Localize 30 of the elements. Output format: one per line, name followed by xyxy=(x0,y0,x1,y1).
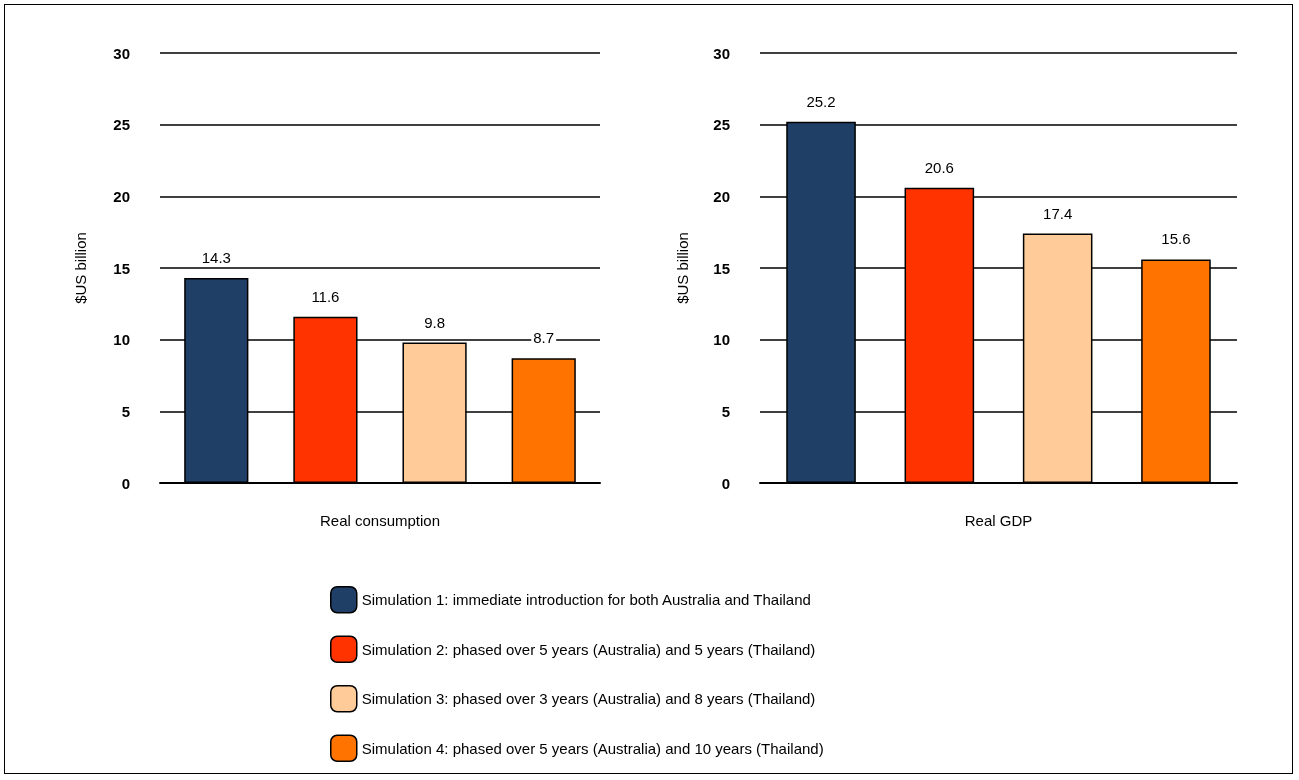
legend-label: Simulation 4: phased over 5 years (Australia) and 10 years (Thailand) xyxy=(361,739,824,757)
data-label: 14.3 xyxy=(201,249,231,267)
y-tick-label: 15 xyxy=(713,259,730,277)
legend-label: Simulation 3: phased over 3 years (Australia) and 8 years (Thailand) xyxy=(361,690,816,708)
x-tick-label: Real GDP xyxy=(964,512,1033,529)
legend-label: Simulation 2: phased over 5 years (Australia) and 5 years (Thailand) xyxy=(361,640,816,658)
y-tick-label: 25 xyxy=(713,116,730,134)
y-tick-label: 20 xyxy=(713,187,730,205)
y-tick-label: 10 xyxy=(713,331,730,349)
data-label: 17.4 xyxy=(1043,204,1073,222)
data-label: 8.7 xyxy=(533,329,555,347)
data-label: 9.8 xyxy=(424,313,445,331)
data-label: 25.2 xyxy=(806,92,836,110)
y-tick-label: 0 xyxy=(721,474,730,492)
y-tick-label: 20 xyxy=(113,187,130,205)
legend-label: Simulation 1: immediate introduction for both Australia and Thailand xyxy=(361,591,811,609)
y-tick-label: 0 xyxy=(121,474,130,492)
data-label: 11.6 xyxy=(311,287,340,305)
y-tick-label: 5 xyxy=(121,402,130,420)
y-axis-title: $US billion xyxy=(674,232,691,304)
data-label: 20.6 xyxy=(924,158,954,176)
y-tick-label: 15 xyxy=(113,259,130,277)
x-tick-label: Real consumption xyxy=(319,512,441,529)
data-label: 15.6 xyxy=(1161,230,1191,248)
y-tick-label: 5 xyxy=(721,402,730,420)
y-tick-label: 30 xyxy=(713,44,730,62)
y-tick-label: 10 xyxy=(113,331,130,349)
y-axis-title: $US billion xyxy=(72,232,89,304)
y-tick-label: 30 xyxy=(113,44,130,62)
y-tick-label: 25 xyxy=(113,116,130,134)
